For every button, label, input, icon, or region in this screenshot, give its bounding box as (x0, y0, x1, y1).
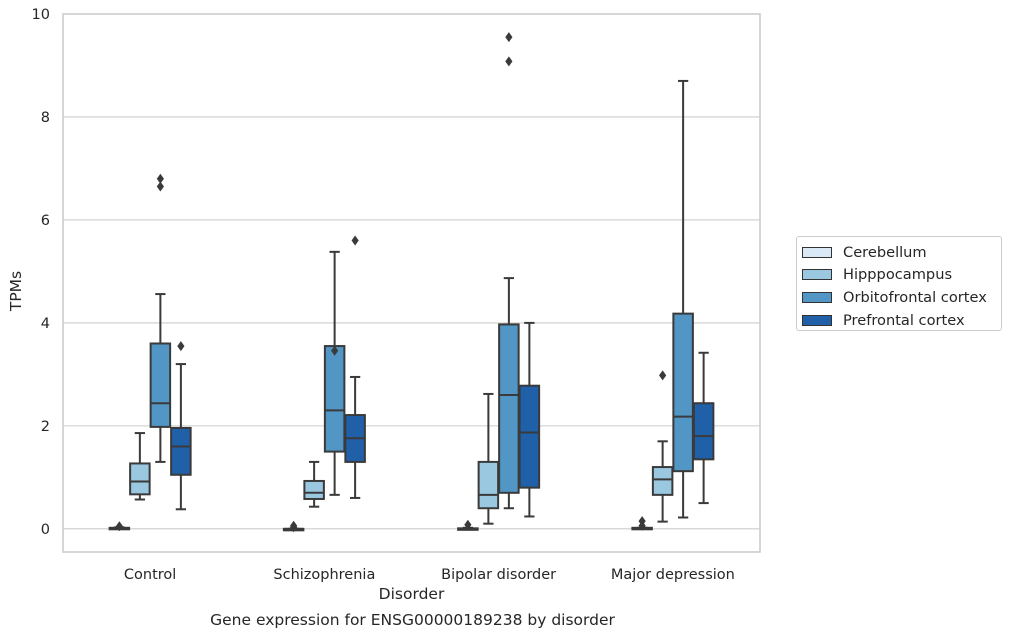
y-tick-label: 2 (41, 419, 50, 435)
legend-swatch (802, 314, 832, 326)
box (303, 479, 325, 500)
legend-swatch (802, 269, 832, 281)
x-axis-label: Disorder (379, 585, 445, 603)
box (149, 342, 172, 428)
box (651, 466, 674, 496)
outlier-point (331, 345, 339, 356)
y-tick-label: 6 (41, 213, 50, 229)
legend-item: Orbitofrontal cortex (802, 286, 1001, 309)
x-tick-label: Control (124, 567, 176, 583)
chart-caption: Gene expression for ENSG00000189238 by d… (210, 611, 615, 629)
x-tick-label: Bipolar disorder (441, 567, 556, 583)
plot-frame (62, 13, 761, 553)
legend-swatch (802, 291, 832, 303)
box (170, 426, 192, 476)
box (129, 462, 151, 496)
y-tick-label: 10 (32, 7, 50, 23)
y-tick-label: 4 (41, 316, 50, 332)
legend-label: Hipppocampus (843, 266, 953, 284)
outlier-point (156, 181, 164, 192)
outlier-point (638, 516, 646, 527)
box (498, 323, 520, 494)
outlier-point (505, 32, 513, 43)
y-tick-label: 8 (41, 110, 50, 126)
legend-label: Cerebellum (843, 243, 927, 261)
y-tick-label: 0 (41, 522, 50, 538)
outlier-point (156, 173, 164, 184)
x-tick-label: Schizophrenia (273, 567, 375, 583)
box (672, 312, 694, 473)
legend-swatch (802, 246, 832, 258)
legend: Cerebellum Hipppocampus Orbitofrontal cort… (796, 236, 1002, 331)
outlier-point (659, 370, 667, 381)
outlier-point (115, 521, 123, 532)
legend-item: Prefrontal cortex (802, 309, 1001, 332)
outlier-point (351, 235, 359, 246)
box (477, 460, 500, 510)
outlier-point (177, 341, 185, 352)
y-axis-label: TPMs (7, 271, 25, 312)
legend-item: Cerebellum (802, 241, 1001, 264)
legend-label: Prefrontal cortex (843, 311, 965, 329)
box (692, 402, 715, 461)
legend-label: Orbitofrontal cortex (843, 288, 987, 306)
x-tick-label: Major depression (611, 567, 735, 583)
outlier-point (290, 520, 298, 531)
legend-item: Hipppocampus (802, 264, 1001, 287)
box (518, 384, 541, 489)
box (323, 345, 346, 453)
outlier-point (505, 56, 513, 67)
outlier-point (464, 519, 472, 530)
